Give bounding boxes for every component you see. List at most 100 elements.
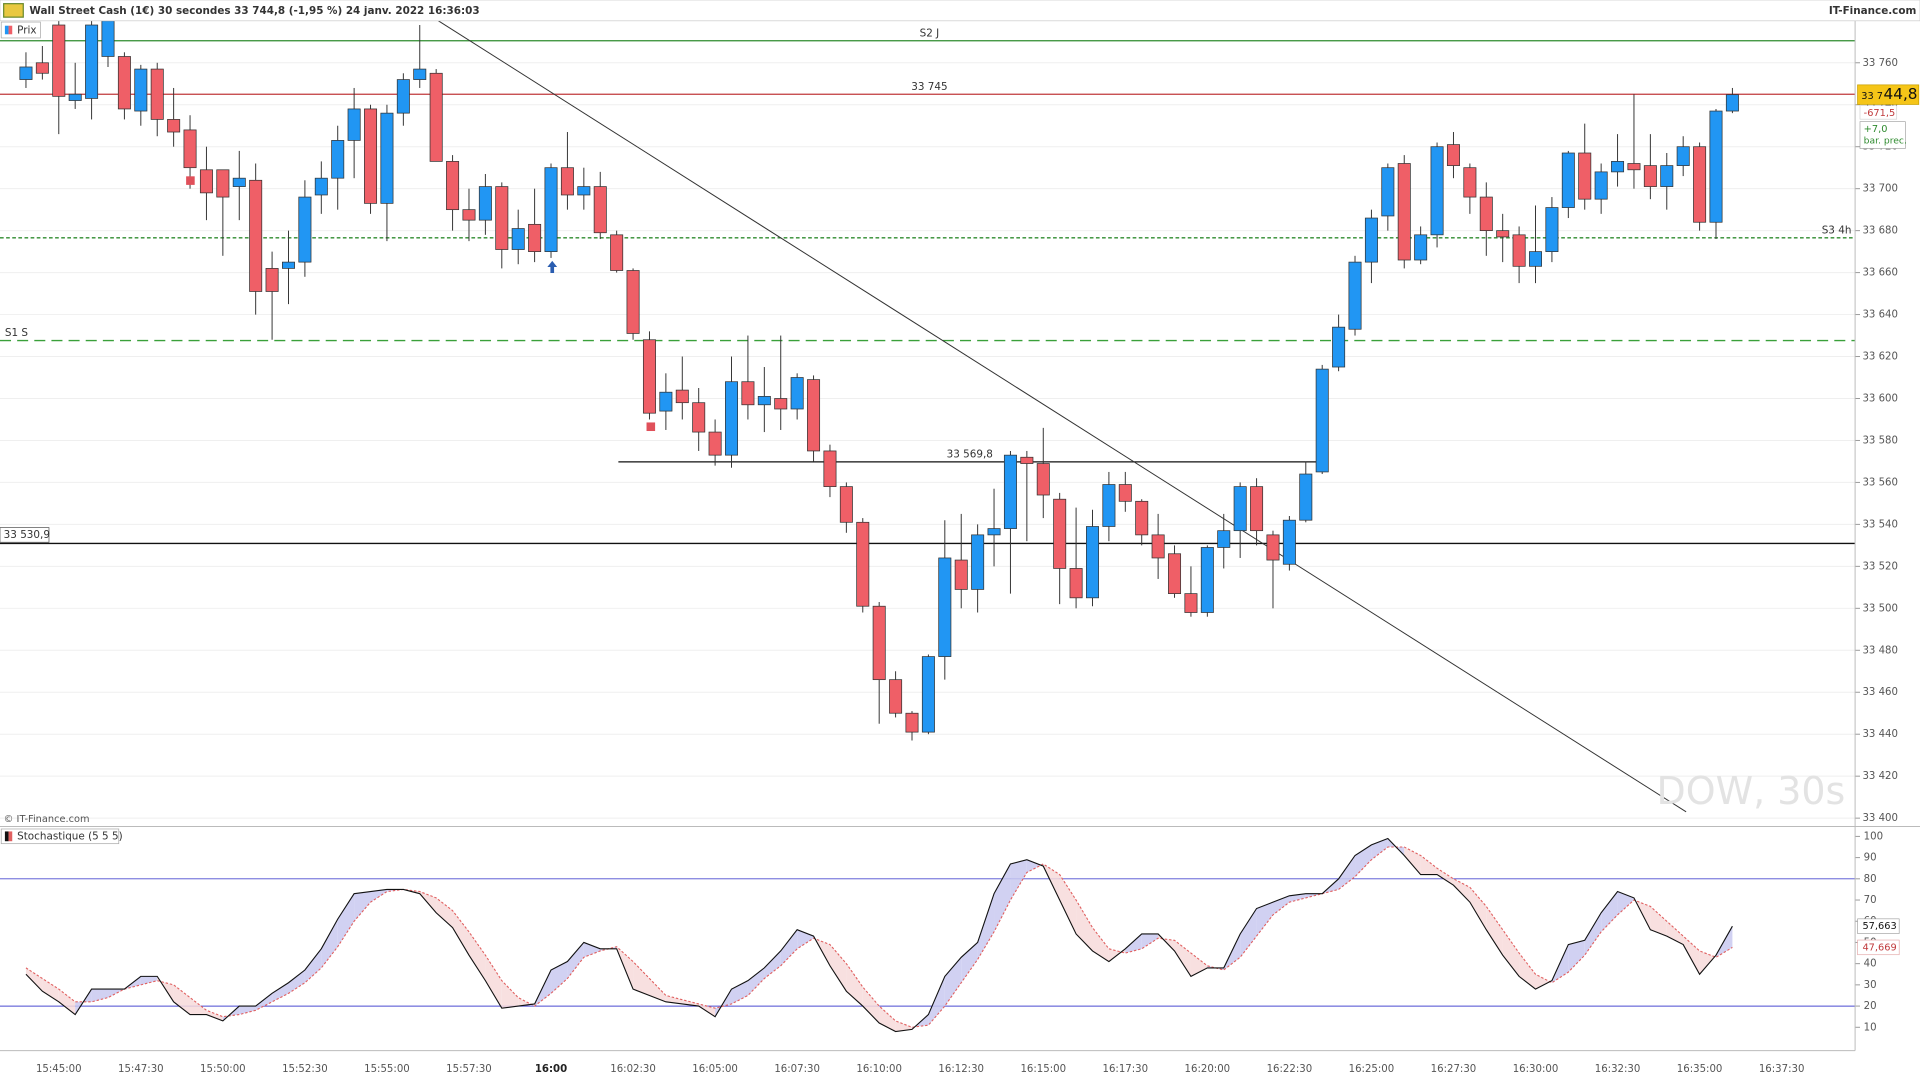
candle-body bbox=[708, 431, 722, 456]
stoch-fill bbox=[354, 891, 371, 922]
y-tick-label: 33 400 bbox=[1862, 813, 1898, 824]
candle-body bbox=[495, 186, 509, 250]
y-tick-label: 33 660 bbox=[1862, 268, 1898, 279]
x-tick-label: 16:10:00 bbox=[856, 1064, 902, 1075]
candle-body bbox=[1036, 463, 1050, 496]
candle-body bbox=[1660, 165, 1674, 187]
stoch-fill bbox=[764, 950, 781, 979]
candle-body bbox=[1020, 456, 1034, 464]
x-tick-label: 16:32:30 bbox=[1595, 1064, 1641, 1075]
y-tick-label: 33 460 bbox=[1862, 687, 1898, 698]
level-label-box bbox=[0, 527, 50, 543]
stoch-fill bbox=[1568, 940, 1585, 973]
candle-body bbox=[117, 56, 131, 110]
stoch-fill bbox=[862, 986, 880, 1024]
candle-body bbox=[1348, 261, 1362, 330]
candle-body bbox=[1151, 534, 1165, 559]
candle-body bbox=[413, 68, 427, 80]
candle-body bbox=[626, 270, 640, 334]
app-icon[interactable] bbox=[3, 3, 24, 18]
candle-body bbox=[1545, 207, 1559, 252]
candle-body bbox=[101, 20, 115, 57]
candle-body bbox=[610, 234, 624, 271]
marks-layer bbox=[19, 20, 1739, 1033]
y-tick-label: 33 640 bbox=[1862, 310, 1898, 321]
y-tick-label: 33 620 bbox=[1862, 352, 1898, 363]
source: IT-Finance.com bbox=[1829, 5, 1916, 17]
y-tick-label: 20 bbox=[1864, 1001, 1877, 1012]
stoch-fill bbox=[1469, 887, 1487, 930]
candle-body bbox=[725, 381, 739, 456]
stoch-fill bbox=[304, 948, 322, 983]
candle-body bbox=[1282, 519, 1296, 565]
candle-body bbox=[1611, 161, 1625, 173]
stoch-fill bbox=[1076, 900, 1093, 951]
x-tick-label: 15:57:30 bbox=[446, 1064, 492, 1075]
candle-body bbox=[757, 396, 771, 406]
sell-signal bbox=[186, 176, 195, 185]
candle-body bbox=[199, 169, 213, 194]
candle-body bbox=[396, 79, 410, 114]
stoch-fill bbox=[173, 984, 191, 1015]
candle-body bbox=[1709, 110, 1723, 223]
copyright: © IT-Finance.com bbox=[4, 814, 90, 825]
sell-signal bbox=[646, 422, 656, 432]
stoch-fill bbox=[58, 989, 76, 1015]
stoch-fill bbox=[846, 963, 863, 1007]
x-tick-label: 16:30:00 bbox=[1513, 1064, 1559, 1075]
x-tick-label: 15:55:00 bbox=[364, 1064, 410, 1075]
stoch-fill bbox=[1338, 855, 1356, 890]
candle-body bbox=[642, 339, 656, 414]
stoch-fill bbox=[633, 961, 650, 996]
candle-body bbox=[1168, 553, 1182, 594]
stoch-fill bbox=[731, 980, 748, 1004]
d-last-label: 47,669 bbox=[1862, 942, 1896, 953]
legend-icon-down bbox=[8, 25, 13, 35]
y-tick-label: 33 480 bbox=[1862, 645, 1898, 656]
k-last-box bbox=[1857, 918, 1900, 934]
change-label: -671,5 bbox=[1864, 108, 1896, 119]
y-tick-label: 33 760 bbox=[1862, 58, 1898, 69]
buy-signal bbox=[547, 260, 558, 274]
candle-body bbox=[921, 656, 935, 733]
stoch-fill bbox=[436, 897, 453, 928]
stoch-fill bbox=[1502, 929, 1520, 977]
y-tick-label: 33 540 bbox=[1862, 519, 1898, 530]
x-tick-label: 16:12:30 bbox=[938, 1064, 984, 1075]
k-last-label: 57,663 bbox=[1862, 921, 1896, 932]
candle-body bbox=[675, 389, 689, 404]
candle-body bbox=[347, 108, 361, 141]
y-tick-label: 33 440 bbox=[1862, 729, 1898, 740]
candle-body bbox=[1529, 251, 1542, 267]
stoch-legend-box[interactable] bbox=[0, 828, 120, 845]
stoch-fill bbox=[1059, 874, 1077, 934]
candle-body bbox=[232, 177, 246, 187]
candle-body bbox=[446, 161, 460, 211]
stoch-fill bbox=[485, 955, 502, 1009]
last-price-box bbox=[1857, 84, 1920, 105]
candle-body bbox=[19, 66, 33, 80]
stoch-fill bbox=[780, 929, 798, 966]
level-label: 33 745 bbox=[911, 81, 947, 93]
candle-body bbox=[1627, 163, 1641, 171]
stoch-fill bbox=[1453, 878, 1470, 903]
candle-body bbox=[134, 68, 148, 112]
candle-body bbox=[938, 557, 952, 657]
candle-body bbox=[1184, 593, 1198, 613]
candle-body bbox=[1512, 234, 1526, 267]
y-tick-label: 100 bbox=[1864, 831, 1883, 842]
candle-body bbox=[1250, 486, 1264, 532]
candle-body bbox=[1364, 217, 1378, 263]
candle-body bbox=[1414, 234, 1428, 261]
x-tick-label: 16:07:30 bbox=[774, 1064, 820, 1075]
candle-body bbox=[249, 179, 263, 292]
level-label: 33 569,8 bbox=[947, 449, 993, 461]
x-tick-label: 16:25:00 bbox=[1349, 1064, 1395, 1075]
x-tick-label: 16:00 bbox=[535, 1064, 567, 1075]
x-tick-label: 16:37:30 bbox=[1759, 1064, 1805, 1075]
candle-body bbox=[511, 228, 525, 250]
candle-body bbox=[971, 534, 985, 590]
bar-change-box bbox=[1859, 121, 1906, 149]
legend-icon-up bbox=[4, 25, 9, 35]
